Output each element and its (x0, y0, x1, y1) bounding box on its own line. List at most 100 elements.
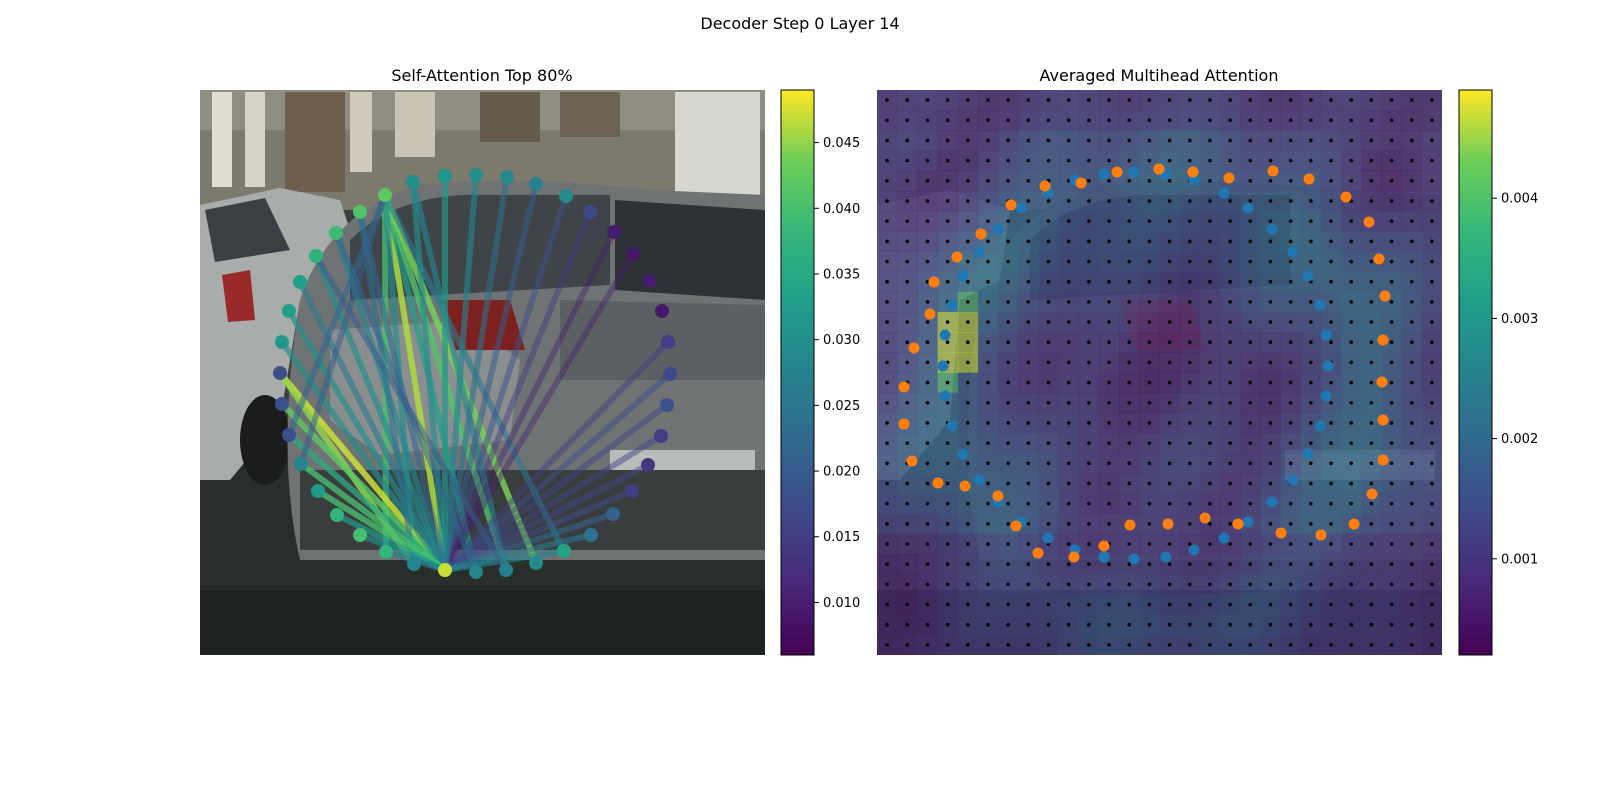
grid-dot (1006, 320, 1010, 324)
sampling-point (1111, 166, 1123, 178)
grid-dot (905, 118, 910, 123)
grid-dot (966, 441, 970, 445)
grid-dot (1147, 300, 1152, 304)
grid-dot (1430, 300, 1434, 304)
grid-dot (1389, 562, 1394, 566)
grid-dot (1329, 118, 1333, 123)
query-grid-dots (885, 98, 1434, 647)
grid-dot (1107, 643, 1111, 647)
grid-dot (1268, 380, 1273, 385)
colorbar-tick-label: 0.004 (1501, 192, 1538, 207)
grid-dot (1208, 461, 1212, 466)
grid-dot (1369, 380, 1374, 385)
grid-dot (1026, 461, 1031, 466)
grid-dot (966, 320, 970, 324)
sampling-point (1162, 518, 1174, 530)
grid-dot (1389, 138, 1394, 143)
grid-dot (1329, 219, 1333, 223)
sampling-point (992, 490, 1004, 502)
grid-dot (1087, 400, 1091, 405)
grid-dot (1107, 340, 1111, 345)
grid-dot (1208, 118, 1212, 123)
grid-dot (986, 360, 990, 365)
grid-dot (966, 400, 970, 405)
grid-dot (1066, 340, 1071, 345)
grid-dot (1309, 300, 1313, 304)
grid-dot (1309, 360, 1313, 365)
grid-dot (1248, 582, 1253, 587)
attention-edge (410, 179, 448, 573)
grid-dot (1187, 643, 1192, 647)
grid-dot (1046, 239, 1051, 244)
grid-dot (1026, 118, 1031, 123)
grid-dot (1369, 481, 1374, 486)
grid-dot (1087, 279, 1091, 284)
grid-dot (986, 542, 990, 546)
grid-dot (1389, 118, 1394, 123)
grid-dot (1329, 643, 1333, 647)
grid-dot (925, 320, 930, 324)
attention-node (438, 563, 452, 577)
grid-dot (1167, 360, 1172, 365)
grid-dot (925, 461, 930, 466)
grid-dot (885, 582, 889, 587)
grid-dot (1167, 118, 1172, 123)
grid-dot (905, 582, 910, 587)
reference-point (1287, 474, 1299, 486)
grid-dot (1369, 643, 1374, 647)
grid-dot (1208, 441, 1212, 445)
attention-edges (277, 172, 673, 575)
reference-point (1320, 329, 1332, 341)
grid-dot (1006, 380, 1010, 385)
grid-dot (1369, 340, 1374, 345)
grid-dot (1167, 279, 1172, 284)
grid-dot (1066, 138, 1071, 143)
grid-dot (1329, 400, 1333, 405)
grid-dot (1409, 562, 1414, 566)
grid-dot (1309, 602, 1313, 607)
grid-dot (1389, 622, 1394, 627)
grid-dot (1329, 582, 1333, 587)
grid-dot (1066, 259, 1071, 264)
grid-dot (1349, 602, 1353, 607)
grid-dot (1389, 199, 1394, 203)
sampling-point (951, 251, 963, 263)
grid-dot (1046, 219, 1051, 223)
grid-dot (1006, 219, 1010, 223)
reference-point (1160, 551, 1172, 563)
grid-dot (905, 400, 910, 405)
grid-dot (1026, 441, 1031, 445)
grid-dot (1288, 98, 1293, 102)
grid-dot (1006, 562, 1010, 566)
grid-dot (1389, 360, 1394, 365)
grid-dot (1369, 441, 1374, 445)
grid-dot (1349, 279, 1353, 284)
reference-point (1266, 223, 1278, 235)
grid-dot (1066, 118, 1071, 123)
grid-dot (1248, 542, 1253, 546)
attention-node (660, 398, 674, 412)
grid-dot (1046, 360, 1051, 365)
grid-dot (1167, 441, 1172, 445)
grid-dot (1228, 400, 1232, 405)
reference-point (957, 270, 969, 282)
grid-dot (1187, 380, 1192, 385)
grid-dot (1389, 461, 1394, 466)
grid-dot (1329, 340, 1333, 345)
grid-dot (1349, 461, 1353, 466)
grid-dot (1187, 158, 1192, 163)
attention-node (655, 304, 669, 318)
grid-dot (1288, 360, 1293, 365)
grid-dot (945, 259, 950, 264)
grid-dot (1309, 562, 1313, 566)
grid-dot (1046, 138, 1051, 143)
grid-dot (966, 461, 970, 466)
grid-dot (1430, 219, 1434, 223)
grid-dot (1046, 340, 1051, 345)
grid-dot (1026, 158, 1031, 163)
grid-dot (945, 522, 950, 526)
grid-dot (1268, 118, 1273, 123)
grid-dot (1248, 179, 1253, 183)
grid-dot (1006, 643, 1010, 647)
grid-dot (1147, 138, 1152, 143)
